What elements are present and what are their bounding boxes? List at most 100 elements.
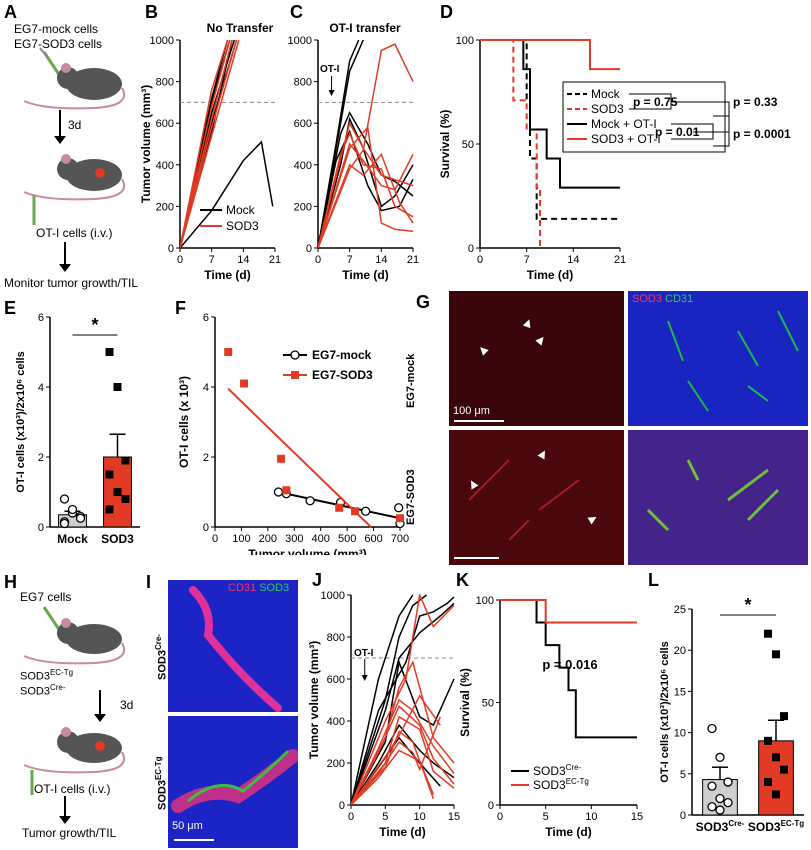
y-tick-label: 100: [456, 35, 474, 47]
y-tick-label: 0: [680, 810, 686, 822]
panel-h-mouse2-label: SOD3: [20, 685, 50, 698]
y-tick-label: 200: [294, 201, 312, 213]
data-point: [351, 507, 360, 516]
micrograph-i-cre: CD31 SOD3: [168, 580, 298, 712]
y-axis-label: OT-I cells (x 10³): [177, 376, 191, 468]
series-group: [180, 39, 274, 248]
x-tick-label: 10: [585, 811, 597, 823]
y-tick-label: 2: [203, 452, 209, 464]
series-group: [351, 594, 455, 805]
data-point: [707, 781, 717, 791]
x-tick-label: 0: [348, 811, 354, 823]
series-line-mock: [500, 599, 637, 739]
y-tick-label: 6: [38, 312, 44, 324]
data-point: [224, 348, 233, 356]
arrowhead-marker: [537, 450, 545, 460]
series-group: [318, 39, 414, 248]
panel-a-injection: OT-I cells (i.v.): [36, 226, 113, 240]
y-tick-label: 600: [327, 674, 345, 686]
series-line-mock: [318, 39, 360, 248]
series-line-mock: [480, 39, 620, 220]
fit-line-sod3: [227, 388, 372, 528]
y-tick-label: 600: [294, 118, 312, 130]
x-tick-label: 14: [237, 254, 249, 266]
data-point: [360, 506, 371, 516]
arrowhead-marker: [471, 480, 479, 490]
x-tick-label: 21: [269, 254, 281, 266]
legend-label: EG7-mock: [312, 348, 372, 362]
y-tick-label: 200: [156, 201, 174, 213]
significance-marker: *: [744, 595, 751, 615]
series-line-sod3: [180, 39, 238, 248]
x-tick-label: 7: [209, 254, 215, 266]
annotation-arrowhead: [328, 90, 335, 96]
series-line-sod3: [318, 43, 414, 248]
series-line-sod3: [180, 39, 229, 248]
panel-label-i: I: [146, 572, 152, 592]
chart-f: 0 100 200 300 400 500 600 700 0 2 4 6 Tumor volume (…: [177, 312, 409, 555]
category-label: SOD3Cre-: [696, 819, 745, 834]
series-group: [500, 599, 637, 739]
panel-h-mouse-2: [23, 727, 125, 795]
y-tick-label: 1000: [150, 35, 174, 47]
series-line-mock: [351, 659, 455, 805]
x-axis-label: Tumor volume (mm³): [248, 547, 366, 555]
panel-label-a: A: [4, 2, 17, 22]
arrowhead-marker: [522, 319, 531, 329]
x-tick-label: 0: [315, 254, 321, 266]
series-group: [480, 39, 620, 248]
data-point: [772, 753, 780, 762]
series-line-mock: [318, 111, 414, 248]
panel-i-row1-sup: Cre-: [154, 634, 163, 651]
panel-a-arrow-2: [59, 242, 71, 272]
data-point: [121, 495, 130, 503]
panel-h-mouse1-sup: EC-Tg: [49, 668, 74, 677]
y-tick-label: 400: [327, 716, 345, 728]
data-point: [715, 793, 725, 804]
series-line-sod3: [351, 694, 441, 805]
y-tick-label: 0: [203, 522, 209, 534]
y-tick-label: 4: [38, 382, 44, 394]
micrograph-g-mock-sod3: 100 μm: [449, 291, 624, 426]
pvalue-label: p = 0.0001: [733, 127, 791, 141]
panel-a-outcome: Monitor tumor growth/TIL: [4, 276, 139, 290]
series-line-mock: [351, 602, 455, 805]
series-line-sod3: [480, 39, 541, 248]
chart-title: No Transfer: [207, 21, 274, 35]
panel-h-mouse-1: [23, 606, 125, 665]
panel-a-line1: EG7-mock cells: [14, 22, 99, 36]
y-tick-label: 0: [468, 243, 474, 255]
y-tick-label: 6: [203, 312, 209, 324]
legend-label: Mock + OT-I: [591, 117, 657, 131]
legend-label: SOD3EC-Tg: [533, 777, 589, 792]
panel-h-mouse2-sup: Cre-: [49, 683, 66, 692]
data-point: [335, 503, 344, 512]
y-axis-label: Tumor volume (mm³): [140, 85, 153, 203]
series-line-sod3: [318, 152, 414, 248]
y-tick-label: 50: [482, 698, 494, 710]
y-tick-label: 400: [294, 160, 312, 172]
x-tick-label: 0: [177, 254, 183, 266]
data-point: [67, 504, 78, 515]
panel-i-row1-label: SOD3: [156, 650, 169, 680]
legend-label: SOD3: [591, 102, 624, 116]
panel-h-arrow-2: [59, 796, 71, 824]
x-tick-label: 10: [414, 811, 426, 823]
panel-g-row2-label: EG7-SOD3: [405, 469, 417, 525]
data-point: [764, 736, 772, 745]
data-point: [707, 723, 717, 734]
legend-marker: [290, 350, 300, 360]
legend-marker: [291, 371, 299, 379]
x-tick-label: 15: [448, 811, 460, 823]
micrograph-g-mock-merge: SOD3 CD31: [628, 291, 808, 426]
stain-label-sod3: SOD3: [632, 293, 662, 305]
x-tick-label: 21: [407, 254, 419, 266]
bar: [758, 740, 794, 816]
panel-label-c: C: [290, 2, 303, 22]
panel-h-step: 3d: [120, 698, 134, 712]
panel-label-g: G: [416, 292, 431, 312]
pvalue-label: p = 0.01: [655, 125, 700, 139]
annotation-label: OT-I: [354, 648, 374, 659]
data-point: [105, 348, 114, 356]
